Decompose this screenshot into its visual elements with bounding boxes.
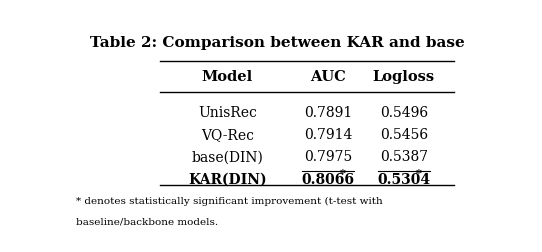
- Text: AUC: AUC: [311, 70, 346, 84]
- Text: * denotes statistically significant improvement (t-test with: * denotes statistically significant impr…: [76, 196, 386, 206]
- Text: Model: Model: [202, 70, 253, 84]
- Text: VQ-Rec: VQ-Rec: [201, 128, 254, 142]
- Text: *: *: [416, 168, 422, 179]
- Text: 0.7914: 0.7914: [304, 128, 352, 142]
- Text: 0.7975: 0.7975: [304, 150, 352, 164]
- Text: UnisRec: UnisRec: [198, 106, 257, 120]
- Text: 0.8066: 0.8066: [302, 173, 354, 187]
- Text: Logloss: Logloss: [373, 70, 435, 84]
- Text: KAR(DIN): KAR(DIN): [188, 173, 267, 187]
- Text: 0.5387: 0.5387: [380, 150, 428, 164]
- Text: Table 2: Comparison between KAR and base: Table 2: Comparison between KAR and base: [91, 36, 465, 50]
- Text: 0.5456: 0.5456: [380, 128, 428, 142]
- Text: *: *: [340, 168, 346, 179]
- Text: 0.5304: 0.5304: [377, 173, 430, 187]
- Text: base(DIN): base(DIN): [191, 150, 263, 164]
- Text: 0.5496: 0.5496: [380, 106, 428, 120]
- Text: 0.7891: 0.7891: [304, 106, 352, 120]
- Text: baseline/backbone models.: baseline/backbone models.: [76, 218, 218, 227]
